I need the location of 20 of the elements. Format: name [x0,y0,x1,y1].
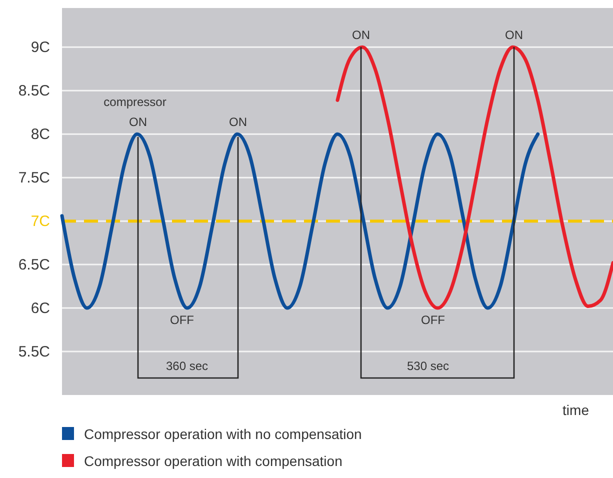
annotation: compressor [102,94,168,110]
annotation: OFF [169,312,195,328]
legend-label: Compressor operation with no compensation [84,424,362,442]
annotation: ON [128,114,148,130]
y-tick-label: 7.5C [18,170,50,187]
annotation: ON [228,114,248,130]
annotation: 530 sec [406,358,450,374]
y-tick-label: 7C [30,213,50,230]
annotation: ON [351,27,371,43]
y-tick-label: 8.5C [18,82,50,100]
y-tick-label: 9C [30,39,50,56]
annotation: ON [504,27,524,43]
y-tick-label: 8C [30,126,50,144]
y-tick-label: 5.5C [18,344,50,361]
legend-label: Compressor operation with compensation [84,452,342,470]
y-tick-label: 6.5C [18,256,50,274]
annotation: OFF [420,312,446,328]
x-axis-title: time [562,402,589,418]
y-tick-label: 6C [30,300,50,318]
annotation: 360 sec [164,358,210,374]
